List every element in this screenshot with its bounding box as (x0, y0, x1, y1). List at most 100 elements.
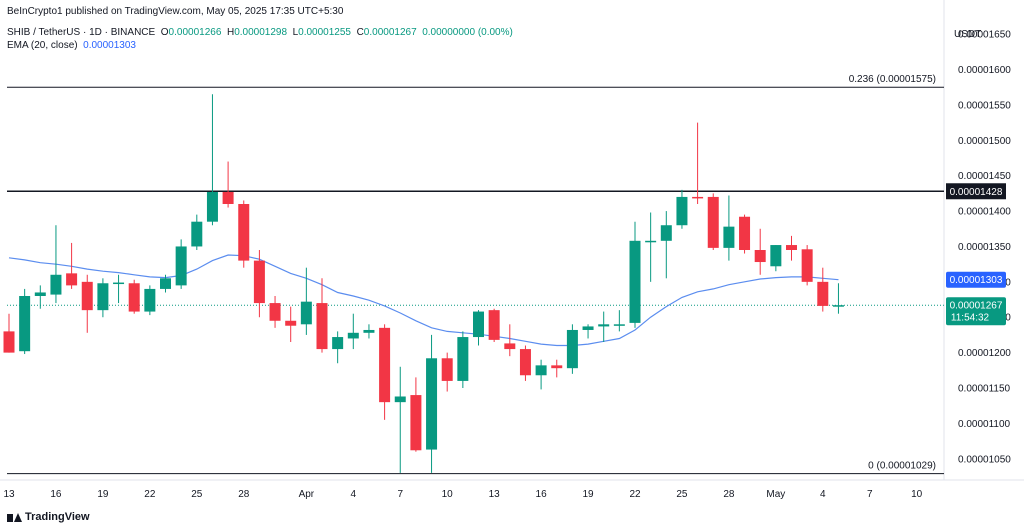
x-tick-label: 10 (911, 489, 923, 500)
candle-body (128, 283, 140, 312)
high-value: 0.00001298 (234, 27, 288, 38)
candle-body (81, 281, 93, 311)
candle-body (488, 310, 500, 340)
x-tick-label: 7 (867, 489, 873, 500)
candle-body (394, 396, 406, 403)
candle-body (363, 329, 375, 333)
candle-body (144, 288, 156, 312)
ema-label[interactable]: EMA (20, close) (7, 40, 78, 51)
y-tick-label: 0.00001150 (958, 384, 1011, 395)
x-tick-label: 16 (536, 489, 548, 500)
candle-body (206, 191, 218, 222)
close-value: 0.00001267 (363, 27, 417, 38)
candle-body (535, 365, 547, 376)
y-tick-label: 0.00001650 (958, 30, 1011, 41)
ema-line (8, 254, 839, 347)
x-tick-label: 22 (144, 489, 156, 500)
candle-body (739, 216, 751, 250)
candle-body (566, 329, 578, 369)
y-tick-label: 0.00001500 (958, 136, 1011, 147)
candle-body (410, 395, 422, 451)
y-tick-label: 0.00001350 (958, 242, 1011, 253)
low-value: 0.00001255 (298, 27, 351, 38)
ema-legend: EMA (20, close) 0.00001303 (7, 40, 136, 51)
candle-body (754, 250, 766, 263)
candle-body (222, 191, 234, 204)
level-label: 0 (0.00001029) (868, 461, 936, 472)
x-tick-label: 16 (50, 489, 62, 500)
countdown-timer: 11:54:32 (951, 313, 990, 324)
candle-body (34, 292, 46, 296)
candle-body (441, 358, 453, 381)
y-tick-label: 0.00001550 (958, 100, 1011, 111)
x-tick-label: 7 (397, 489, 403, 500)
x-tick-label: 25 (676, 489, 688, 500)
tradingview-footer: TradingView (7, 511, 90, 523)
candle-body (316, 303, 328, 350)
candle-body (379, 327, 391, 403)
candle-body (457, 337, 469, 381)
candle-body (598, 324, 610, 327)
ema-price-tag-label: 0.00001303 (950, 275, 1003, 286)
candle-body (504, 343, 516, 350)
open-label: O (160, 27, 169, 38)
x-tick-label: 13 (3, 489, 15, 500)
candle-body (723, 226, 735, 248)
ema-value: 0.00001303 (83, 40, 136, 51)
symbol-legend: SHIB / TetherUS · 1D · BINANCE O0.000012… (7, 27, 513, 38)
candle-body (19, 296, 31, 352)
high-label: H (226, 27, 235, 38)
candle-body (50, 274, 62, 295)
x-tick-label: 25 (191, 489, 203, 500)
level-label: 0.236 (0.00001575) (849, 74, 936, 85)
x-tick-label: Apr (299, 489, 315, 500)
candle-body (770, 245, 782, 267)
change-value: 0.00000000 (0.00%) (422, 27, 513, 38)
x-tick-label: 19 (97, 489, 109, 500)
candle-body (160, 278, 171, 289)
tradingview-brand: TradingView (25, 511, 90, 523)
candle-body (347, 332, 359, 339)
candle-body (332, 337, 344, 350)
candle-body (707, 196, 719, 248)
open-value: 0.00001266 (168, 27, 222, 38)
close-label: C (356, 27, 364, 38)
candle-body (817, 281, 829, 306)
candle-body (786, 245, 797, 250)
candle-body (645, 240, 657, 243)
x-tick-label: May (766, 489, 785, 500)
candle-body (426, 358, 438, 450)
candle-body (97, 283, 109, 311)
candle-body (613, 324, 625, 326)
symbol-name[interactable]: SHIB / TetherUS · 1D · BINANCE (7, 27, 156, 38)
candle-body (175, 246, 187, 286)
y-tick-label: 0.00001400 (958, 207, 1011, 218)
publisher-line: BeInCrypto1 published on TradingView.com… (7, 6, 344, 17)
y-tick-label: 0.00001600 (958, 65, 1011, 76)
candle-body (66, 273, 78, 286)
candle-body (519, 349, 531, 376)
candle-body (285, 320, 297, 326)
x-tick-label: 4 (351, 489, 357, 500)
candle-body (473, 311, 484, 338)
candle-body (3, 331, 15, 353)
ema-price-tag (946, 271, 1006, 288)
candle-body (253, 260, 265, 304)
candle-body (629, 240, 641, 323)
candle-body (551, 365, 563, 369)
x-tick-label: 22 (629, 489, 641, 500)
candle-body (692, 196, 704, 199)
x-tick-label: 4 (820, 489, 826, 500)
tradingview-logo-icon (7, 512, 22, 523)
candle-body (660, 225, 672, 241)
candle-body (676, 196, 688, 226)
current-price-tag-label: 0.00001267 (950, 301, 1003, 312)
candle-body (582, 326, 594, 330)
y-tick-label: 0.00001100 (958, 419, 1011, 430)
x-tick-label: 28 (238, 489, 250, 500)
candle-body (269, 303, 281, 321)
candle-body (191, 221, 203, 247)
candle-body (238, 204, 250, 261)
candle-body (832, 305, 844, 307)
